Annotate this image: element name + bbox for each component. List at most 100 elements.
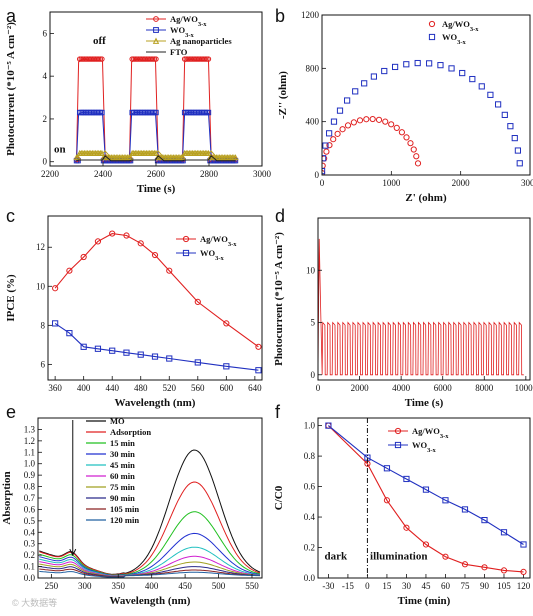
- data-point: [334, 130, 341, 137]
- data-point: [194, 359, 201, 366]
- y-axis-title: Photocurrent (*10⁻⁵ A cm⁻²): [5, 22, 17, 156]
- data-point: [410, 146, 417, 153]
- x-tick-label: 2000: [351, 383, 370, 393]
- data-point: [153, 16, 159, 22]
- chart-panel-c: 360 400 440 480 520 560 600 640 6 8 10 12 Wavelength…: [5, 215, 263, 409]
- x-tick-label: 400: [145, 581, 159, 591]
- data-point: [199, 109, 205, 116]
- data-point: [152, 149, 160, 156]
- plot-area: [73, 56, 239, 164]
- series-line: [39, 511, 261, 576]
- data-point: [326, 130, 333, 137]
- data-point: [422, 486, 430, 493]
- data-point: [336, 107, 344, 114]
- x-tick-label: 75: [460, 581, 470, 591]
- y-tick-label: 0: [43, 157, 48, 167]
- series-line: [39, 561, 261, 577]
- data-point: [461, 506, 469, 513]
- data-point: [487, 91, 494, 98]
- panel-letter-a: a: [6, 6, 17, 26]
- panel-letter-b: b: [275, 6, 285, 26]
- data-point: [137, 240, 144, 247]
- data-point: [407, 140, 414, 147]
- x-tick-label: 1000: [382, 178, 401, 188]
- legend-label: WO3-x: [200, 248, 225, 262]
- legend-label: Adsorption: [110, 427, 151, 437]
- series-line: [328, 425, 524, 573]
- panel-letter-d: d: [275, 206, 285, 226]
- x-tick-label: 0: [316, 383, 321, 393]
- data-point: [145, 109, 151, 116]
- data-point: [383, 465, 391, 472]
- series-line: [54, 322, 259, 371]
- series-line: [39, 555, 261, 577]
- panel-letter-e: e: [6, 402, 16, 422]
- y-tick-label: 0.3: [24, 539, 36, 549]
- data-point: [255, 367, 262, 374]
- data-point: [352, 88, 359, 95]
- x-tick-label: 360: [48, 383, 62, 393]
- data-point: [330, 136, 337, 143]
- data-point: [495, 101, 502, 108]
- x-tick-label: 550: [245, 581, 259, 591]
- legend-label: Ag/WO3-x: [442, 19, 479, 33]
- y-tick-label: 1.0: [304, 421, 316, 431]
- data-point: [403, 61, 410, 68]
- data-point: [92, 109, 99, 116]
- y-axis-title: Absorption: [1, 471, 13, 524]
- data-point: [94, 109, 100, 116]
- data-point: [123, 349, 130, 356]
- data-point: [223, 320, 230, 327]
- y-tick-label: 10: [306, 265, 316, 275]
- x-axis-title: Time (s): [405, 397, 444, 409]
- y-tick-label: 0.1: [24, 562, 35, 572]
- y-tick-label: 0.5: [24, 516, 36, 526]
- data-point: [414, 59, 421, 67]
- chart-panel-a: 2200 2400 2600 2800 3000 0 2 4 6 Time (s) Photocur…: [5, 11, 272, 195]
- plot-area: [328, 425, 524, 573]
- data-point: [153, 56, 159, 62]
- data-point: [127, 154, 134, 161]
- data-point: [232, 154, 239, 161]
- data-point: [255, 343, 262, 350]
- data-point: [501, 111, 508, 118]
- y-tick-label: 0.8: [304, 451, 316, 461]
- y-tick-label: 1.1: [24, 447, 35, 457]
- series-line: [54, 233, 259, 348]
- data-point: [394, 441, 402, 449]
- y-tick-label: 0.7: [24, 493, 36, 503]
- data-point: [205, 149, 212, 156]
- data-point: [507, 123, 514, 130]
- y-tick-label: 5: [311, 318, 316, 328]
- data-point: [66, 267, 73, 274]
- x-tick-label: -15: [342, 581, 354, 591]
- y-tick-label: 1.0: [24, 459, 36, 469]
- data-point: [448, 65, 455, 72]
- data-point: [153, 109, 159, 116]
- data-point: [223, 363, 230, 370]
- x-tick-label: 560: [191, 383, 205, 393]
- x-axis-title: Time (s): [137, 183, 176, 195]
- plot-area: [39, 449, 261, 578]
- y-tick-label: 0.6: [24, 504, 36, 514]
- x-tick-label: 350: [111, 581, 125, 591]
- data-point: [52, 285, 59, 292]
- panel-letter-f: f: [275, 402, 281, 422]
- annotation-on: on: [54, 143, 66, 155]
- data-point: [428, 33, 436, 41]
- data-point: [326, 142, 333, 149]
- series-line: [39, 566, 261, 578]
- x-tick-label: 0: [320, 178, 325, 188]
- data-point: [97, 109, 104, 116]
- data-point: [403, 134, 410, 141]
- data-point: [375, 116, 383, 123]
- x-tick-label: 520: [163, 383, 177, 393]
- plot-area: [318, 238, 524, 376]
- annotation-dark: dark: [325, 551, 349, 563]
- x-tick-label: 500: [212, 581, 226, 591]
- plot-area: [322, 59, 523, 175]
- legend-label: 90 min: [110, 493, 135, 503]
- data-point: [182, 235, 190, 243]
